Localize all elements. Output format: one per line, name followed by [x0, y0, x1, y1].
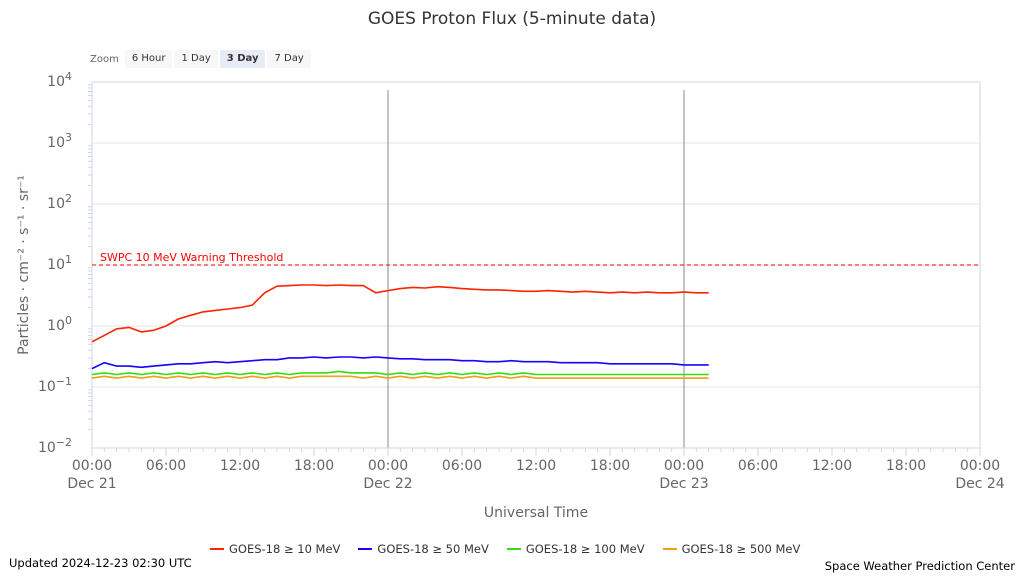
- legend-item[interactable]: GOES-18 ≥ 50 MeV: [358, 542, 489, 556]
- axes: [88, 81, 981, 456]
- zoom-7-day-button[interactable]: 7 Day: [267, 50, 311, 68]
- x-tick-time-label: 00:00: [72, 458, 112, 474]
- updated-timestamp: Updated 2024-12-23 02:30 UTC: [9, 556, 192, 570]
- legend-label: GOES-18 ≥ 500 MeV: [681, 542, 801, 556]
- credit-text: Space Weather Prediction Center: [824, 559, 1015, 573]
- chart-legend: GOES-18 ≥ 10 MeV GOES-18 ≥ 50 MeV GOES-18 …: [210, 541, 818, 557]
- y-tick-label: 100: [47, 314, 72, 334]
- zoom-selector: Zoom 6 Hour 1 Day 3 Day 7 Day: [90, 49, 313, 69]
- x-tick-date-label: Dec 21: [67, 476, 116, 492]
- x-tick-time-label: 06:00: [146, 458, 186, 474]
- zoom-6-hour-button[interactable]: 6 Hour: [124, 50, 173, 68]
- y-axis-title: Particles · cm⁻² · s⁻¹ · sr⁻¹: [16, 175, 32, 355]
- x-tick-time-label: 06:00: [738, 458, 778, 474]
- legend-label: GOES-18 ≥ 100 MeV: [525, 542, 645, 556]
- x-tick-date-label: Dec 23: [659, 476, 708, 492]
- y-tick-label: 101: [47, 253, 72, 273]
- legend-swatch: [506, 548, 521, 550]
- x-tick-time-label: 00:00: [368, 458, 408, 474]
- legend-swatch: [358, 548, 373, 550]
- legend-label: GOES-18 ≥ 50 MeV: [377, 542, 489, 556]
- x-tick-date-label: Dec 24: [955, 476, 1004, 492]
- legend-item[interactable]: GOES-18 ≥ 100 MeV: [506, 542, 645, 556]
- x-tick-time-label: 06:00: [442, 458, 482, 474]
- legend-item[interactable]: GOES-18 ≥ 10 MeV: [210, 542, 340, 556]
- legend-label: GOES-18 ≥ 10 MeV: [229, 542, 341, 556]
- x-tick-time-label: 18:00: [886, 458, 926, 474]
- chart-title: GOES Proton Flux (5-minute data): [368, 9, 656, 29]
- y-tick-label: 103: [47, 131, 72, 151]
- y-tick-label: 10−2: [38, 436, 72, 456]
- series-line: [91, 375, 709, 379]
- x-tick-time-label: 00:00: [664, 458, 704, 474]
- legend-item[interactable]: GOES-18 ≥ 500 MeV: [662, 542, 801, 556]
- series-line: [91, 356, 709, 370]
- legend-swatch: [662, 548, 677, 550]
- zoom-label: Zoom: [90, 53, 119, 65]
- data-series: [91, 284, 709, 379]
- x-axis-title: Universal Time: [484, 505, 588, 521]
- y-tick-label: 102: [47, 192, 72, 212]
- zoom-3-day-button[interactable]: 3 Day: [219, 50, 266, 68]
- x-tick-time-label: 18:00: [294, 458, 334, 474]
- x-tick-time-label: 12:00: [812, 458, 852, 474]
- x-tick-time-label: 18:00: [590, 458, 630, 474]
- y-tick-label: 10−1: [38, 375, 72, 395]
- x-tick-date-label: Dec 22: [363, 476, 412, 492]
- x-tick-time-label: 12:00: [516, 458, 556, 474]
- threshold-label: SWPC 10 MeV Warning Threshold: [100, 251, 283, 264]
- x-tick-time-label: 00:00: [960, 458, 1000, 474]
- series-line: [91, 370, 709, 376]
- threshold: SWPC 10 MeV Warning Threshold: [92, 251, 980, 266]
- series-line: [91, 284, 709, 343]
- zoom-1-day-button[interactable]: 1 Day: [174, 50, 218, 68]
- x-tick-time-label: 12:00: [220, 458, 260, 474]
- y-tick-label: 104: [47, 70, 72, 90]
- legend-swatch: [210, 548, 224, 550]
